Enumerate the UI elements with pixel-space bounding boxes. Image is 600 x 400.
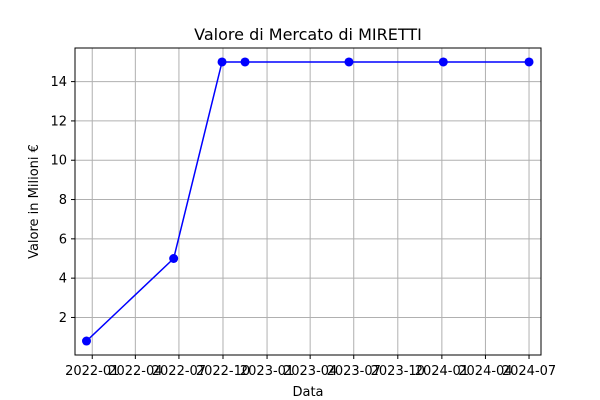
x-axis: 2022-012022-042022-072022-102023-012023-… [65,355,556,379]
y-tick-label: 8 [59,193,67,208]
x-tick-label: 2024-07 [502,364,556,379]
y-tick-label: 10 [50,154,67,169]
y-tick-label: 14 [50,75,67,90]
y-axis: 2 4 6 8 10 12 14 [50,75,75,326]
x-tick-label: 2024-04 [458,364,512,379]
x-tick-label: 2022-07 [152,364,206,379]
x-tick-label: 2024-01 [415,364,469,379]
y-tick-label: 6 [59,232,67,247]
x-tick-label: 2023-10 [371,364,425,379]
x-tick-label: 2022-10 [196,364,250,379]
x-tick-label: 2022-01 [65,364,119,379]
x-tick-label: 2023-01 [240,364,294,379]
chart-title: Valore di Mercato di MIRETTI [194,25,422,44]
y-tick-label: 12 [50,114,67,129]
x-axis-label: Data [292,385,323,400]
x-tick-label: 2022-04 [108,364,162,379]
x-tick-label: 2023-04 [283,364,337,379]
series-layer [81,57,534,346]
y-axis-label: Valore in Milioni € [27,144,42,259]
data-point [524,57,534,67]
data-point [217,57,227,67]
data-point [169,253,179,263]
data-point [438,57,448,67]
y-tick-label: 2 [59,311,67,326]
data-point [240,57,250,67]
x-tick-label: 2023-07 [327,364,381,379]
y-tick-label: 4 [59,272,67,287]
plot-frame [74,47,542,356]
grid-lines [75,48,541,355]
data-point [81,336,91,346]
data-point [344,57,354,67]
